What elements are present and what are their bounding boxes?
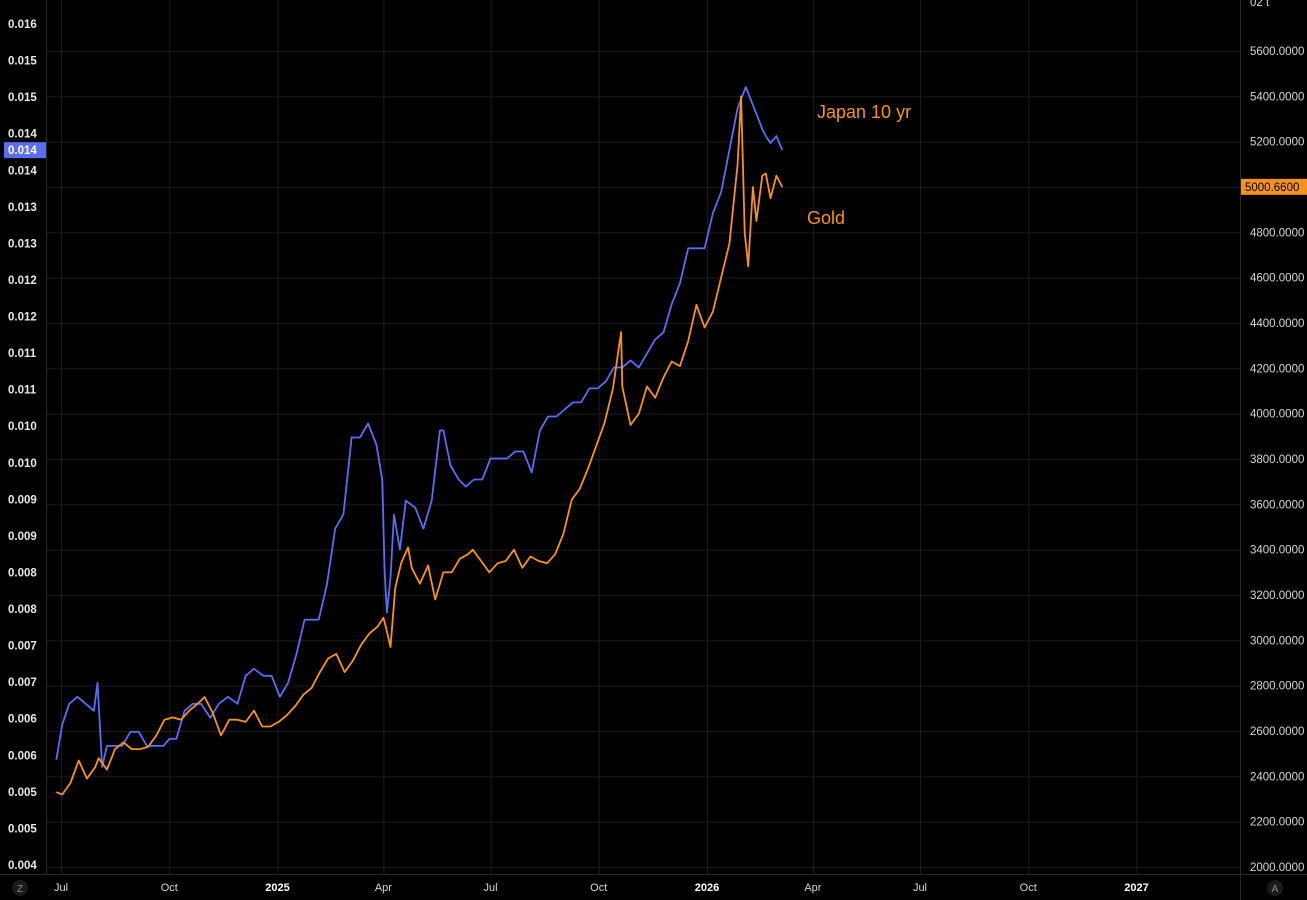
annotation-japan-10-yr: Japan 10 yr bbox=[817, 102, 911, 122]
right-current-badge bbox=[1241, 178, 1307, 195]
x-axis-tick: Oct bbox=[590, 882, 607, 894]
auto-scale-button[interactable] bbox=[1267, 880, 1283, 896]
left-axis-tick: 0.008 bbox=[8, 604, 37, 616]
price-badges: 0.014 5000.6600 bbox=[4, 142, 1307, 195]
left-axis-tick: 0.005 bbox=[8, 823, 37, 835]
left-axis-tick: 0.007 bbox=[8, 677, 37, 689]
right-axis-tick: 2600.0000 bbox=[1250, 726, 1304, 738]
right-axis-tick: 4400.0000 bbox=[1250, 318, 1304, 330]
left-axis-tick: 0.009 bbox=[8, 531, 37, 543]
left-axis-tick: 0.011 bbox=[8, 385, 37, 397]
left-axis-tick: 0.014 bbox=[8, 165, 37, 177]
series-line-gold bbox=[55, 95, 784, 796]
left-axis-tick: 0.010 bbox=[8, 458, 37, 470]
x-axis-tick: 2025 bbox=[265, 882, 289, 894]
right-axis-tick: 3400.0000 bbox=[1250, 545, 1304, 557]
left-axis-tick: 0.008 bbox=[8, 567, 37, 579]
left-axis-tick: 0.013 bbox=[8, 202, 37, 214]
x-axis-tick: Jul bbox=[54, 882, 68, 894]
right-axis-tick: 4800.0000 bbox=[1250, 227, 1304, 239]
right-axis-tick: 3600.0000 bbox=[1250, 499, 1304, 511]
right-axis-tick: 5400.0000 bbox=[1250, 91, 1304, 103]
annotation-gold: Gold bbox=[807, 208, 845, 228]
right-current-value: 5000.6600 bbox=[1245, 182, 1299, 194]
left-axis-tick: 0.005 bbox=[8, 787, 37, 799]
corner-controls: Z A bbox=[12, 880, 1283, 896]
left-axis-tick: 0.012 bbox=[8, 275, 37, 287]
left-axis-tick: 0.007 bbox=[8, 641, 37, 653]
right-axis-tick: 5600.0000 bbox=[1250, 46, 1304, 58]
left-axis-tick: 0.011 bbox=[8, 348, 37, 360]
right-axis-ticks: 02 t5600.00005400.00005200.00005000.0000… bbox=[1250, 0, 1304, 874]
zoom-toggle-label: Z bbox=[17, 884, 23, 895]
left-axis-tick: 0.016 bbox=[8, 19, 37, 31]
left-axis-tick: 0.014 bbox=[8, 129, 37, 141]
x-axis-tick: Oct bbox=[161, 882, 178, 894]
left-axis-tick: 0.004 bbox=[8, 860, 37, 872]
series-layer bbox=[55, 86, 784, 796]
annotations: Japan 10 yr Gold bbox=[807, 102, 911, 228]
x-axis-tick: 2027 bbox=[1124, 882, 1148, 894]
left-axis-ticks: 0.016 0.015 0.015 0.014 0.014 0.013 0.013 0.012… bbox=[8, 19, 37, 872]
x-axis-tick: Jul bbox=[483, 882, 497, 894]
left-axis-tick: 0.006 bbox=[8, 714, 37, 726]
x-axis-tick: Oct bbox=[1020, 882, 1037, 894]
left-axis-tick: 0.009 bbox=[8, 494, 37, 506]
right-axis-tick-partial: 02 t bbox=[1250, 0, 1270, 9]
x-axis-tick: Apr bbox=[804, 882, 821, 894]
right-axis-tick: 4200.0000 bbox=[1250, 363, 1304, 375]
left-current-badge bbox=[4, 142, 46, 159]
auto-scale-label: A bbox=[1272, 884, 1279, 895]
x-axis-tick: Apr bbox=[375, 882, 392, 894]
series-line-japan-10-yr bbox=[55, 86, 784, 768]
x-axis-tick: 2026 bbox=[695, 882, 719, 894]
right-axis-tick: 3800.0000 bbox=[1250, 454, 1304, 466]
right-axis-tick: 2200.0000 bbox=[1250, 817, 1304, 829]
left-current-value: 0.014 bbox=[8, 145, 37, 157]
left-axis-tick: 0.010 bbox=[8, 421, 37, 433]
left-axis-tick: 0.006 bbox=[8, 750, 37, 762]
x-axis-ticks: Jul Oct 2025 Apr Jul Oct 2026 Apr Jul Oct 2027 bbox=[54, 882, 1149, 894]
right-axis-tick: 2400.0000 bbox=[1250, 771, 1304, 783]
x-axis-tick: Jul bbox=[913, 882, 927, 894]
right-axis-tick: 4600.0000 bbox=[1250, 273, 1304, 285]
right-axis-tick: 2800.0000 bbox=[1250, 681, 1304, 693]
right-axis-tick: 5200.0000 bbox=[1250, 137, 1304, 149]
left-axis-tick: 0.013 bbox=[8, 238, 37, 250]
left-axis-tick: 0.015 bbox=[8, 56, 37, 68]
right-axis-tick: 3000.0000 bbox=[1250, 635, 1304, 647]
right-axis-tick: 2000.0000 bbox=[1250, 862, 1304, 874]
left-axis-tick: 0.012 bbox=[8, 312, 37, 324]
right-axis-tick: 4000.0000 bbox=[1250, 409, 1304, 421]
right-axis-tick: 3200.0000 bbox=[1250, 590, 1304, 602]
left-axis-tick: 0.015 bbox=[8, 92, 37, 104]
zoom-toggle-button[interactable] bbox=[12, 880, 28, 896]
